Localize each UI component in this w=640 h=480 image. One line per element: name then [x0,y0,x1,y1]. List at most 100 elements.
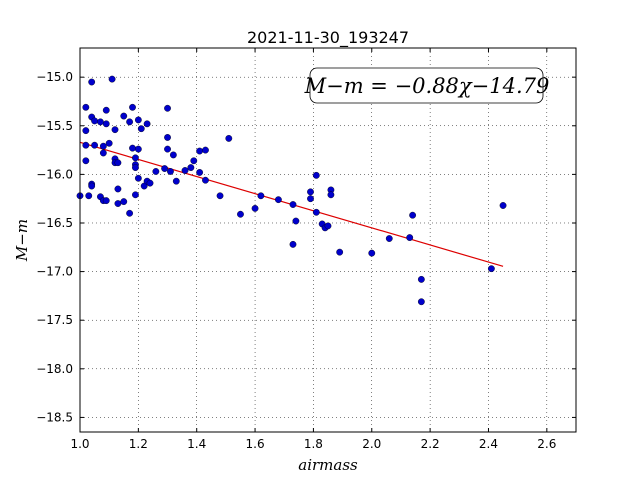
y-tick-label: −18.0 [36,362,73,376]
data-point [324,222,332,230]
data-point [181,167,189,174]
data-points [76,75,507,306]
data-point [143,120,151,128]
data-point [237,210,244,218]
data-point [312,171,320,179]
data-point [126,209,134,217]
data-point [187,164,195,171]
data-point [251,205,259,212]
chart-title: 2021-11-30_193247 [247,28,409,48]
data-point [88,78,96,86]
y-axis-label: M−m [13,219,31,262]
data-point [134,145,142,153]
data-point [82,127,90,135]
data-point [164,134,171,141]
y-tick-label: −17.5 [36,313,73,327]
x-tick-label: 1.8 [304,437,323,451]
data-point [105,139,113,147]
data-point [97,118,104,126]
data-point [409,211,417,219]
data-point [85,192,93,200]
data-point [336,248,344,256]
data-point [499,202,507,209]
x-tick-label: 2.6 [537,437,556,451]
data-point [126,118,134,126]
data-point [161,165,169,172]
data-point [134,174,142,182]
data-point [289,240,297,248]
data-point [129,144,136,152]
x-tick-label: 2.4 [479,437,498,451]
data-point [406,234,414,241]
y-tick-label: −18.5 [36,410,73,424]
data-point [202,146,209,154]
data-point [307,188,314,196]
x-axis-label: airmass [298,456,358,474]
data-point [91,141,98,149]
data-point [327,191,335,199]
data-point [417,298,425,306]
data-point [114,185,122,193]
data-point [132,164,139,171]
data-point [257,192,265,200]
y-tick-label: −16.5 [36,216,73,230]
data-point [102,120,110,128]
x-tick-label: 2.0 [362,437,381,451]
y-tick-label: −17.0 [36,265,73,279]
data-point [164,145,171,153]
data-point [385,235,393,242]
data-point [196,169,204,176]
data-point [82,141,90,149]
y-tick-label: −15.5 [36,119,73,133]
data-point [102,197,110,205]
data-point [196,147,204,155]
data-point [108,75,116,83]
x-tick-label: 1.6 [246,437,265,451]
data-point [82,103,90,111]
y-tick-label: −16.0 [36,167,73,181]
data-point [120,112,128,120]
x-tick-label: 1.0 [70,437,89,451]
data-point [202,176,209,184]
equation-box: M−m = −0.88χ−14.79 [304,67,550,104]
data-point [487,265,495,273]
data-point [152,168,160,175]
plot-area [80,48,576,432]
data-point [172,177,180,185]
data-point [225,135,233,142]
y-tick-label: −15.0 [36,70,73,84]
data-point [102,106,110,114]
data-point [216,192,224,200]
data-point [312,208,320,216]
x-tick-label: 1.4 [187,437,206,451]
data-point [129,103,136,111]
plot-frame [79,47,577,433]
data-point [190,157,198,165]
ticks: 1.0 1.2 1.4 1.6 1.8 2.0 2.2 2.4 2.6 −15.0 −15.5 −16… [36,48,576,451]
data-point [99,149,107,157]
data-point [274,196,282,204]
data-point [146,179,154,187]
data-point [91,117,98,125]
data-point [368,249,376,257]
data-point [167,168,174,175]
data-point [114,159,122,167]
data-point [289,201,297,208]
data-point [120,198,128,206]
equation-text: M−m = −0.88χ−14.79 [304,74,550,98]
data-point [132,191,139,199]
data-point [99,142,107,150]
data-point [134,116,142,124]
equation-box-frame [309,67,544,104]
data-point [292,217,300,225]
data-point [111,126,119,134]
data-point [417,275,425,283]
data-point [88,182,96,190]
x-tick-label: 1.2 [129,437,148,451]
data-point [307,195,314,203]
data-point [169,151,177,159]
data-point [164,104,171,112]
data-point [137,125,145,133]
data-point [82,157,90,165]
